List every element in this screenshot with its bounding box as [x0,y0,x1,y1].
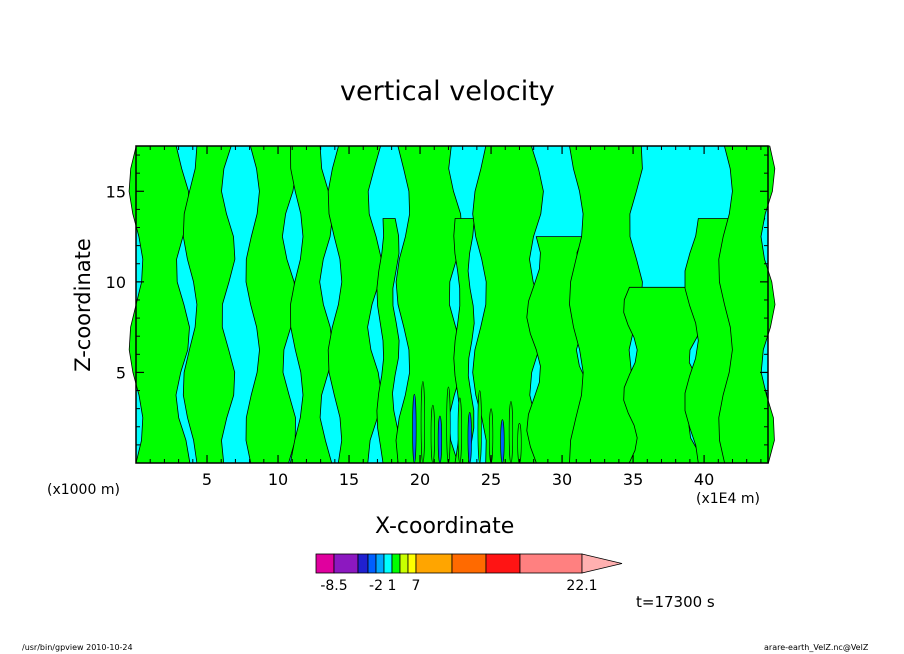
convective-cell [477,390,482,464]
colorbar-swatch [415,553,453,574]
convective-cell [508,401,514,464]
convective-cell [517,422,522,464]
convective-cell [420,381,425,464]
colorbar-label: 1 [388,578,397,594]
convective-cell [500,419,505,464]
plot-frame-layer: 5 10 15 20 25 30 35 40 5 10 15 [106,145,769,489]
plot-frame [135,145,769,464]
colorbar-swatch [485,553,521,574]
y-tick-label: 10 [106,273,126,292]
contour-fill-layer [128,145,776,464]
convective-cell [457,397,462,464]
x-tick-label: 15 [339,470,359,489]
colorbar-label: 22.1 [566,578,597,594]
convective-cell [430,404,435,464]
colorbar-swatch [357,553,369,574]
footer-right: arare-earth_VelZ.nc@VelZ [764,643,869,652]
x-unit-right: (x1E4 m) [696,491,760,507]
x-tick-label: 10 [268,470,288,489]
x-unit-left: (x1000 m) [47,482,120,498]
colorbar-swatch [407,553,417,574]
convective-cell [446,386,451,464]
colorbar-swatch [451,553,487,574]
chart-title: vertical velocity [340,76,555,107]
convective-cell [488,408,494,464]
x-tick-label: 30 [552,470,572,489]
colorbar-swatch [315,553,335,574]
time-label: t=17300 s [636,593,715,611]
colorbar-swatch [519,553,583,574]
colorbar-swatch [333,553,359,574]
footer-left: /usr/bin/gpview 2010-10-24 [22,643,133,652]
x-tick-label: 20 [410,470,430,489]
colorbar-swatch [391,553,401,574]
x-tick-label: 40 [694,470,714,489]
colorbar-swatch [399,553,409,574]
y-tick-label: 5 [116,363,126,382]
colorbar-swatch [383,553,393,574]
colorbar-label: -2 [369,578,383,594]
contour-region-green [376,218,400,464]
x-tick-label: 35 [623,470,643,489]
x-tick-label: 25 [481,470,501,489]
y-tick-label: 15 [106,182,126,201]
x-tick-label: 5 [202,470,212,489]
colorbar-swatch [375,553,385,574]
convective-cell [412,393,417,464]
y-axis-label: Z-coordinate [71,238,95,372]
convective-cell [467,411,472,464]
colorbar-label: -8.5 [320,578,347,594]
x-axis-label: X-coordinate [375,514,515,539]
colorbar-arrow [581,553,623,574]
colorbar: -8.5 -2 1 7 22.1 [315,553,623,594]
colorbar-label: 7 [412,578,421,594]
convective-cell [437,415,443,464]
colorbar-swatch [367,553,377,574]
